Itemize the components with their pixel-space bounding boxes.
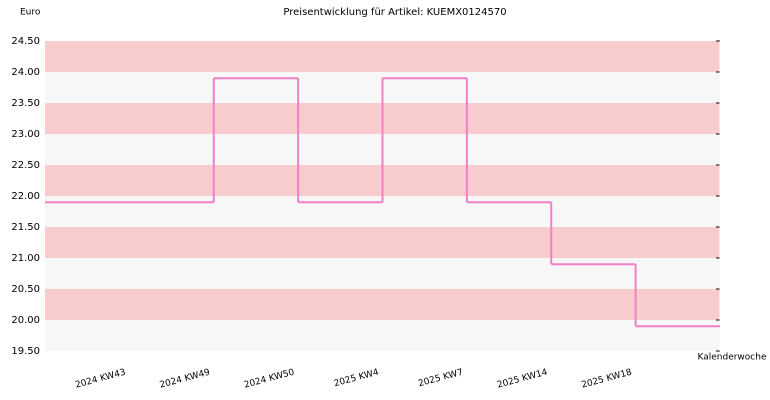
y-tick-label: 21.50 [11,222,40,233]
band [45,289,720,320]
y-axis-label: Euro [20,8,41,18]
y-tick-label: 20.00 [11,315,40,326]
x-tick-label: 2025 KW14 [496,368,549,391]
chart-title: Preisentwicklung für Artikel: KUEMX01245… [283,7,506,18]
y-tick-label: 23.00 [11,129,40,140]
x-tick-label: 2024 KW43 [74,368,127,391]
x-tick-label: 2025 KW18 [581,368,634,391]
y-tick-label: 23.50 [11,98,40,109]
x-tick-label: 2025 KW4 [333,368,380,390]
band [45,258,720,289]
x-axis-label: Kalenderwoche [697,353,766,363]
y-tick-label: 22.00 [11,191,40,202]
band [45,320,720,351]
x-tick-label: 2024 KW50 [243,368,296,391]
band [45,41,720,72]
x-tick-label: 2024 KW49 [159,368,212,391]
y-tick-label: 24.50 [11,36,40,47]
y-tick-label: 20.50 [11,284,40,295]
y-tick-label: 19.50 [11,346,40,357]
y-tick-label: 24.00 [11,67,40,78]
y-tick-label: 22.50 [11,160,40,171]
y-tick-label: 21.00 [11,253,40,264]
band [45,227,720,258]
x-tick-label: 2025 KW7 [417,368,464,390]
